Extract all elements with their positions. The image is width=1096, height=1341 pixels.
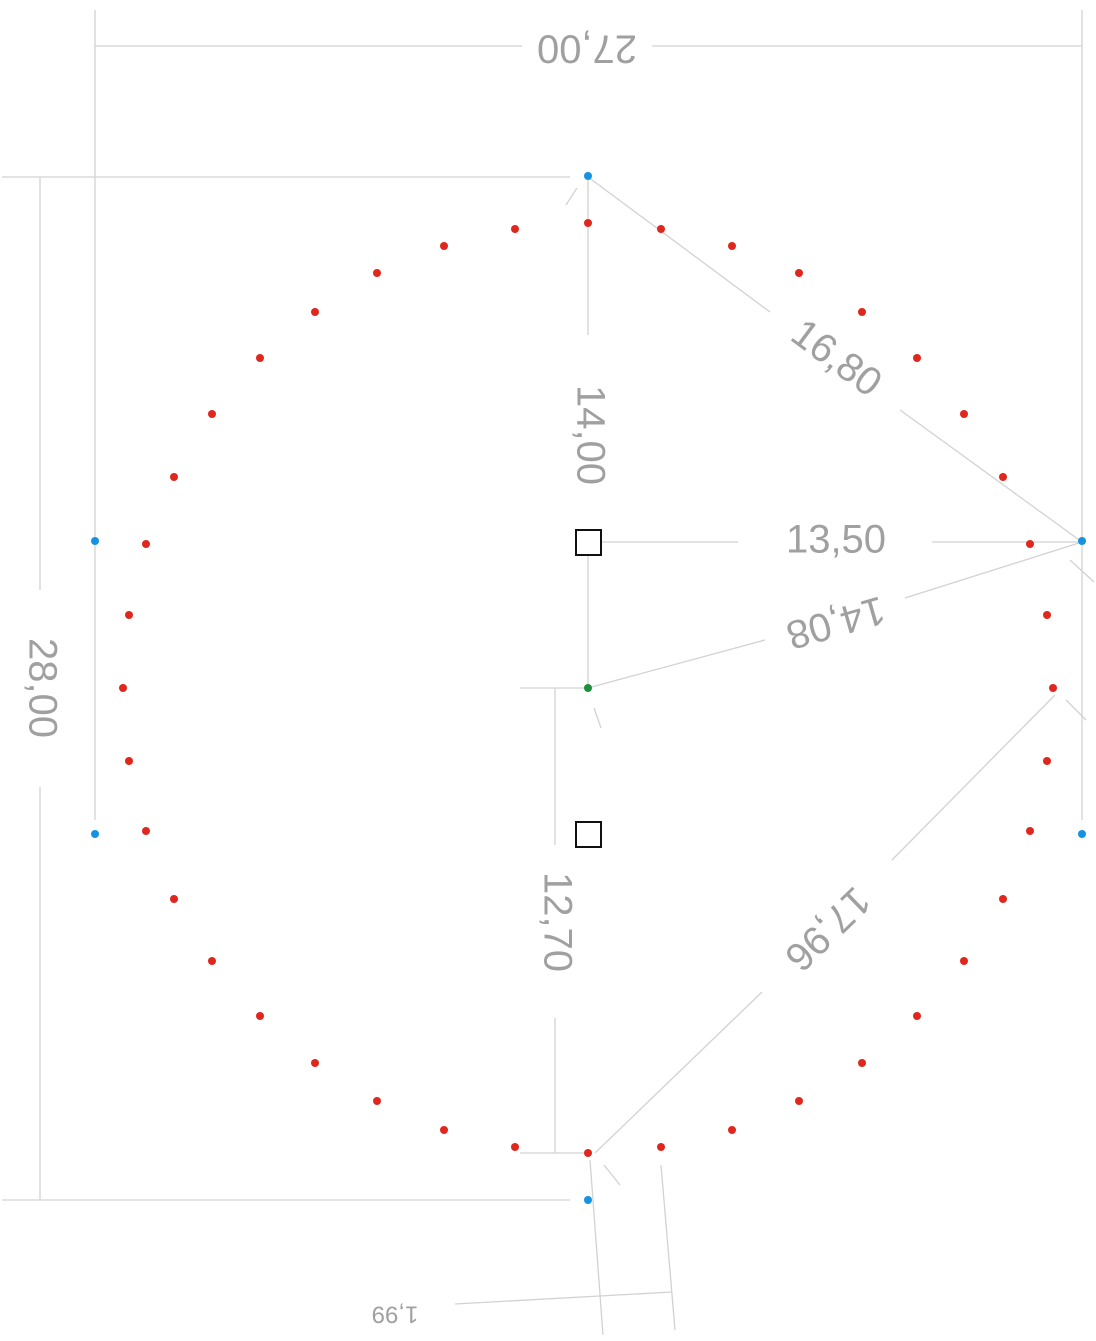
perimeter-point (584, 1149, 592, 1157)
perimeter-point (170, 895, 178, 903)
anchor-point (584, 172, 592, 180)
anchor-point (91, 830, 99, 838)
perimeter-point (311, 308, 319, 316)
perimeter-point (125, 611, 133, 619)
perimeter-point (142, 827, 150, 835)
perimeter-point (584, 219, 592, 227)
perimeter-point (1026, 827, 1034, 835)
height-label: 28,00 (20, 638, 64, 738)
perimeter-point (858, 308, 866, 316)
lower-diagonal-tick-b (603, 1164, 621, 1186)
perimeter-point (999, 473, 1007, 481)
perimeter-point (1049, 684, 1057, 692)
perimeter-point (960, 410, 968, 418)
small-offset-label: 1,99 (372, 1301, 419, 1328)
center-diagonal-tick-a (1069, 559, 1095, 583)
vertical-radius-label: 14,00 (568, 385, 612, 485)
anchor-points (91, 172, 1086, 1204)
lower-center-square-marker (575, 821, 602, 848)
center-points (584, 684, 592, 692)
perimeter-point (1043, 757, 1051, 765)
perimeter-point (511, 225, 519, 233)
dimension-labels: 27,00 28,00 16,80 14,00 13,50 14,08 12,7… (20, 26, 889, 1327)
dimension-lines (2, 10, 1095, 1336)
perimeter-point (170, 473, 178, 481)
perimeter-point (999, 895, 1007, 903)
perimeter-point (795, 269, 803, 277)
anchor-point (91, 537, 99, 545)
perimeter-point (657, 1143, 665, 1151)
offset-dimension-line (454, 1291, 673, 1305)
perimeter-point (256, 354, 264, 362)
perimeter-point (373, 269, 381, 277)
upper-diagonal-line-a (587, 176, 771, 313)
upper-diagonal-label: 16,80 (783, 311, 890, 406)
center-point (584, 684, 592, 692)
anchor-point (1078, 830, 1086, 838)
horizontal-radius-label: 13,50 (786, 518, 886, 562)
perimeter-point (913, 354, 921, 362)
center-diagonal-label: 14,08 (781, 587, 889, 657)
center-diagonal-line-a (587, 639, 766, 689)
perimeter-point (728, 242, 736, 250)
perimeter-point (960, 957, 968, 965)
width-label: 27,00 (537, 26, 637, 70)
perimeter-point (142, 540, 150, 548)
perimeter-point (256, 1012, 264, 1020)
upper-diagonal-tick (565, 187, 578, 206)
perimeter-point (795, 1097, 803, 1105)
perimeter-point (1026, 540, 1034, 548)
upper-diagonal-line-b (899, 409, 1083, 543)
anchor-point (584, 1196, 592, 1204)
lower-diagonal-line-a (891, 694, 1056, 861)
perimeter-point (728, 1126, 736, 1134)
upper-center-square-marker (575, 529, 602, 556)
perimeter-point (373, 1097, 381, 1105)
center-markers (575, 529, 602, 848)
lower-diagonal-line-b (594, 991, 763, 1154)
lower-diagonal-tick-a (1065, 699, 1087, 721)
perimeter-point (657, 225, 665, 233)
perimeter-point (208, 957, 216, 965)
perimeter-point (440, 1126, 448, 1134)
perimeter-point (125, 757, 133, 765)
lower-vertical-label: 12,70 (535, 872, 579, 972)
perimeter-point (858, 1059, 866, 1067)
perimeter-point (913, 1012, 921, 1020)
perimeter-points (119, 219, 1057, 1157)
perimeter-point (311, 1059, 319, 1067)
center-diagonal-line-b (904, 541, 1083, 599)
center-diagonal-tick-b (593, 707, 602, 729)
perimeter-point (440, 242, 448, 250)
offset-extension-b (660, 1164, 676, 1331)
lower-diagonal-label: 17,96 (776, 878, 879, 979)
perimeter-point (511, 1143, 519, 1151)
perimeter-point (1043, 611, 1051, 619)
offset-extension-a (589, 1159, 604, 1336)
perimeter-point (208, 410, 216, 418)
anchor-point (1078, 537, 1086, 545)
perimeter-point (119, 684, 127, 692)
